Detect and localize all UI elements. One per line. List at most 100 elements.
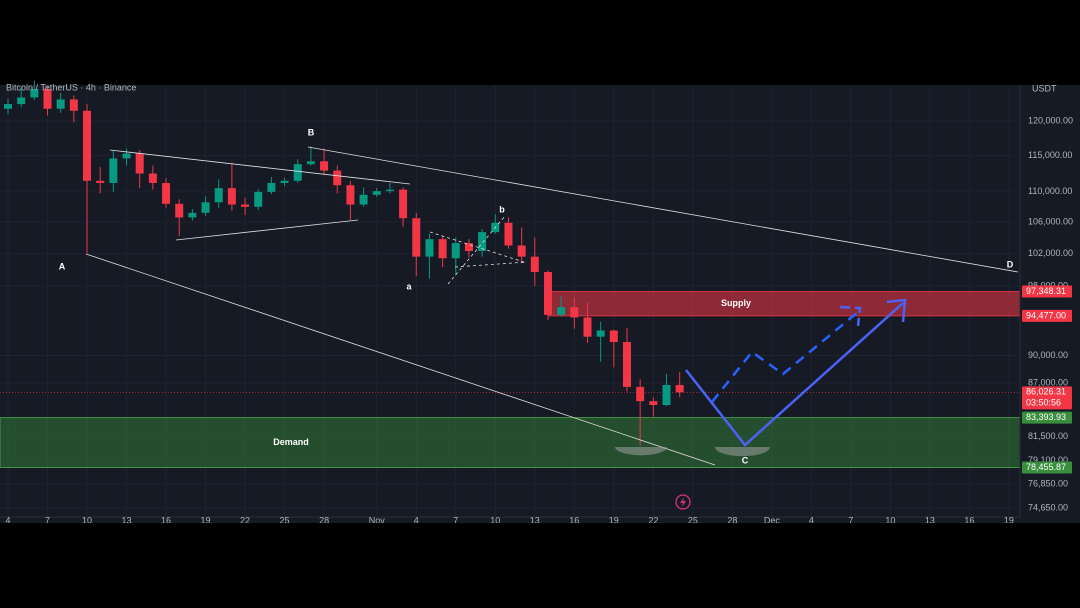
last-price-box: [1022, 386, 1072, 410]
candle-body: [241, 204, 250, 207]
price-box-label: 83,393.93: [1026, 412, 1066, 422]
zone-label: Supply: [721, 298, 751, 308]
zone: [0, 417, 1021, 468]
labels: Supply Demand A Ba b C D: [59, 127, 1014, 465]
candle-body: [148, 173, 157, 184]
candle-body: [359, 194, 368, 205]
x-tick-label: 28: [319, 515, 329, 525]
x-tick-label: 7: [848, 515, 853, 525]
wave-label: A: [59, 261, 66, 271]
candle-body: [135, 153, 144, 174]
candle-body: [30, 88, 39, 98]
candle-body: [662, 385, 671, 405]
price-box: [1022, 285, 1072, 298]
bottom-marker: [615, 447, 667, 456]
channel-lower: [85, 253, 716, 466]
candle-body: [543, 272, 552, 315]
x-tick-label: 13: [530, 515, 540, 525]
x-tick-label: 13: [122, 515, 132, 525]
candle-body: [254, 191, 263, 207]
candle-body: [570, 307, 579, 318]
y-tick-label: 79,100.00: [1028, 455, 1068, 465]
candle-body: [320, 161, 329, 171]
candle-body: [451, 243, 460, 259]
wave-label: C: [742, 455, 749, 465]
candle-body: [201, 202, 210, 213]
x-tick-label: 22: [240, 515, 250, 525]
candle-body: [412, 218, 421, 257]
y-tick-label: 98,000.00: [1028, 280, 1068, 290]
arrow-head: [886, 298, 907, 323]
y-tick-label: 74,650.00: [1028, 502, 1068, 512]
y-tick-label: 87,000.00: [1028, 378, 1068, 388]
candle-body: [280, 180, 289, 184]
candle-body: [372, 191, 381, 195]
x-tick-label: Dec: [764, 515, 781, 525]
candle-body: [333, 170, 342, 186]
price-box: [1022, 461, 1072, 474]
triangle-upper: [109, 149, 411, 185]
candle-body: [649, 401, 658, 405]
chart-title: Bitcoin / TetherUS · 4h · Binance: [6, 82, 136, 92]
x-tick-label: 7: [453, 515, 458, 525]
x-tick-label: 10: [490, 515, 500, 525]
x-tick-label: 25: [688, 515, 698, 525]
candle-body: [636, 386, 645, 402]
x-tick-label: 19: [201, 515, 211, 525]
zones: [0, 291, 1021, 468]
x-tick-label: 4: [809, 515, 814, 525]
channel-upper: [307, 146, 1019, 273]
candle-body: [227, 188, 236, 205]
x-tick-label: 25: [280, 515, 290, 525]
dashed-line: [447, 215, 506, 285]
projection-solid: [685, 302, 904, 447]
x-tick-label: 16: [569, 515, 579, 525]
x-tick-label: 22: [648, 515, 658, 525]
candle-body: [675, 385, 684, 393]
candle-body: [83, 110, 92, 181]
dashed-pattern: [429, 215, 528, 285]
x-tick-label: Nov: [369, 515, 386, 525]
candle-body: [583, 317, 592, 337]
countdown: 03:50:56: [1026, 398, 1061, 408]
candle-body: [517, 245, 526, 257]
grid: [0, 85, 1020, 517]
zone-label: Demand: [273, 437, 309, 447]
candle-body: [530, 256, 539, 273]
wave-label: B: [308, 127, 315, 137]
letterbox: [0, 523, 1080, 608]
candle-body: [478, 232, 487, 252]
y-tick-label: 90,000.00: [1028, 350, 1068, 360]
drawings: [85, 146, 1019, 510]
candle-body: [188, 212, 197, 218]
candle-body: [557, 307, 566, 315]
x-tick-label: 16: [964, 515, 974, 525]
bottom-marker: [715, 447, 770, 457]
price-axis: [1020, 85, 1080, 523]
candle-body: [609, 330, 618, 343]
dashed-line: [454, 261, 528, 268]
candle-body: [293, 164, 302, 181]
price-box-label: 78,455.87: [1026, 462, 1066, 472]
candle-body: [622, 342, 631, 387]
x-tick-label: 4: [414, 515, 419, 525]
candle-body: [17, 97, 26, 105]
zone: [547, 291, 1021, 317]
y-tick-label: 115,000.00: [1028, 150, 1072, 160]
candle-body: [43, 88, 52, 109]
price-box: [1022, 411, 1072, 424]
x-tick-label: 19: [1004, 515, 1014, 525]
arrow-head: [839, 305, 862, 327]
price-box-label: 94,477.00: [1026, 310, 1066, 320]
candle-body: [109, 158, 118, 184]
candle-body: [175, 203, 184, 218]
candle-body: [122, 153, 131, 159]
x-tick-label: 16: [161, 515, 171, 525]
candle-body: [346, 185, 355, 205]
last-price-label: 86,026.31: [1026, 387, 1066, 397]
candle-body: [267, 183, 276, 192]
x-tick-label: 7: [45, 515, 50, 525]
alert-icon[interactable]: [675, 494, 691, 510]
y-tick-label: 120,000.00: [1028, 115, 1073, 125]
